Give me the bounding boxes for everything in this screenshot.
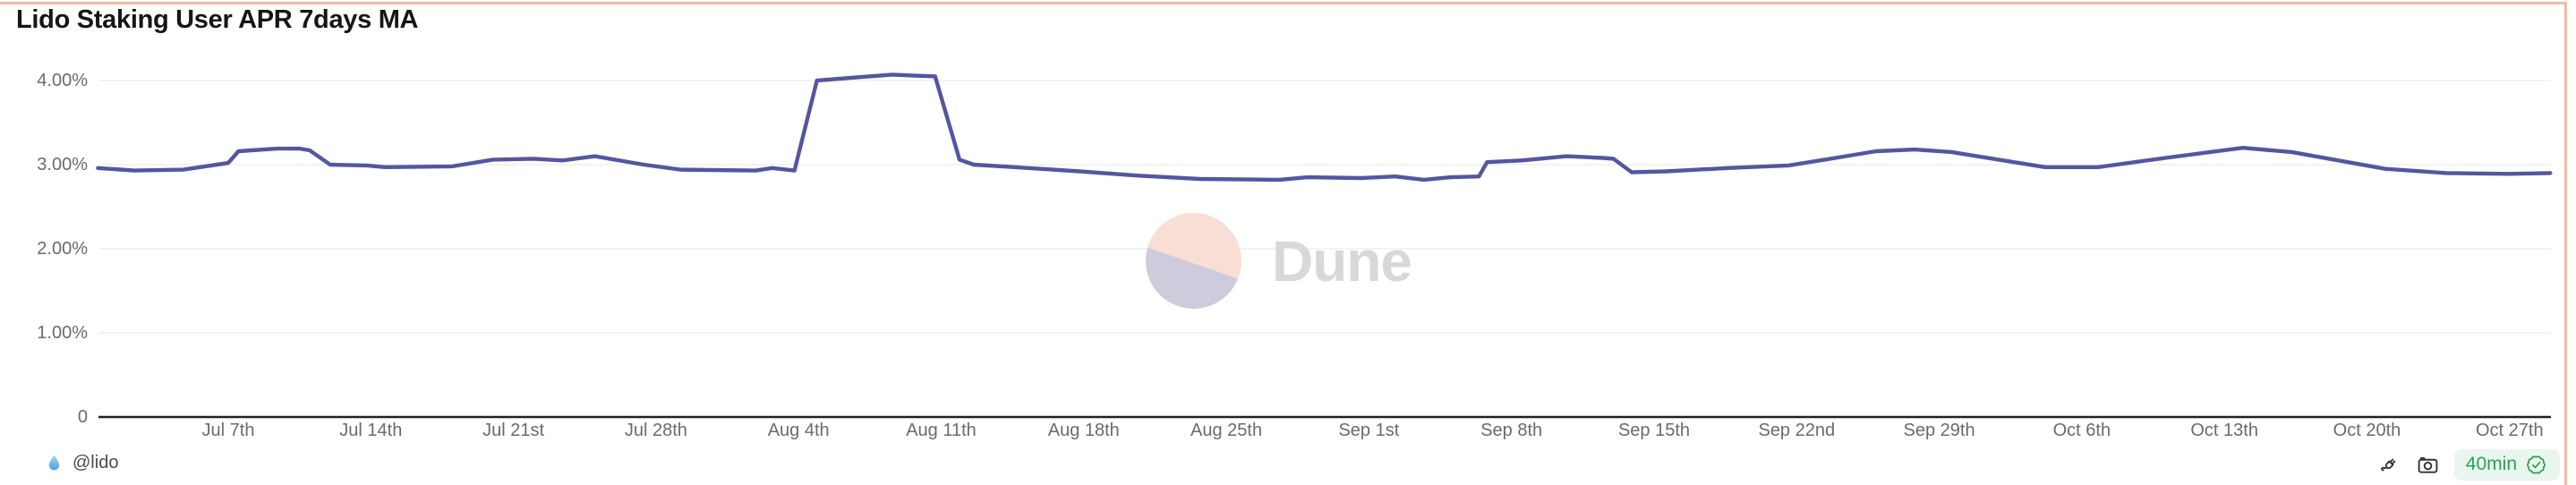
seal-check-icon [2527,455,2546,474]
apr-line[interactable] [96,72,2553,183]
y-tick-label: 4.00% [37,71,88,90]
footer-actions: 40min [2377,448,2560,481]
x-tick-label: Jul 28th [624,421,687,440]
x-tick-label: Aug 18th [1047,421,1120,440]
x-tick-label: Aug 11th [906,421,977,440]
widget-border-right [2564,2,2567,485]
x-tick-label: Oct 27th [2475,421,2544,440]
y-tick-label: 3.00% [37,155,88,174]
x-tick-label: Aug 4th [767,421,830,440]
lido-droplet-icon [48,455,60,470]
y-tick-label: 1.00% [37,323,88,343]
refresh-age-badge[interactable]: 40min [2453,448,2560,481]
widget-border-top [0,2,2567,4]
x-tick-label: Sep 8th [1480,421,1543,440]
screenshot-button[interactable] [2416,453,2440,477]
author-link[interactable]: @lido [45,448,118,477]
x-tick-label: Sep 29th [1903,421,1975,440]
x-tick-label: Sep 1st [1338,421,1400,440]
x-tick-label: Oct 6th [2052,421,2111,440]
chart-title: Lido Staking User APR 7days MA [16,5,419,34]
plug-icon [2380,458,2396,471]
camera-icon [2418,456,2438,473]
x-tick-label: Oct 20th [2333,421,2401,440]
x-tick-label: Sep 15th [1617,421,1691,440]
x-tick-label: Aug 25th [1190,421,1263,440]
plug-button[interactable] [2377,453,2401,477]
x-tick-label: Jul 14th [339,421,403,440]
x-tick-label: Jul 7th [201,421,255,440]
x-tick-label: Oct 13th [2190,421,2258,440]
y-tick-label: 0 [77,407,88,427]
author-handle: @lido [73,452,119,472]
refresh-age-label: 40min [2465,454,2517,474]
x-tick-label: Sep 22nd [1758,421,1836,440]
y-tick-label: 2.00% [37,239,88,259]
x-tick-label: Jul 21st [482,421,545,440]
